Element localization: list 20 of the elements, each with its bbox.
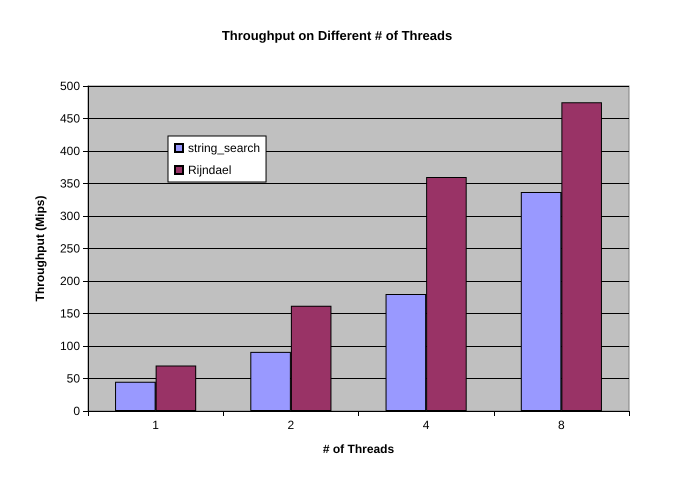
- y-tick-label: 400: [60, 144, 80, 158]
- y-tick-label: 300: [60, 209, 80, 223]
- legend-label: string_search: [188, 141, 260, 155]
- y-tick-label: 500: [60, 79, 80, 93]
- y-tick-label: 450: [60, 112, 80, 126]
- y-tick-label: 50: [66, 372, 80, 386]
- x-tick-label: 4: [422, 418, 430, 432]
- y-tick-label: 150: [60, 306, 80, 320]
- chart-title: Throughput on Different # of Threads: [222, 28, 452, 43]
- x-tick-label: 8: [558, 418, 566, 432]
- x-axis-title: # of Threads: [322, 442, 394, 456]
- y-tick-label: 200: [60, 274, 80, 288]
- x-tick-label: 1: [152, 418, 160, 432]
- y-tick-label: 0: [73, 404, 80, 418]
- legend-label: Rijndael: [188, 163, 232, 177]
- y-tick-label: 100: [60, 339, 80, 353]
- y-tick-label: 250: [60, 242, 80, 256]
- y-tick-label: 350: [60, 176, 80, 190]
- x-tick-label: 2: [288, 418, 295, 432]
- y-axis-title: Throughput (Mips): [33, 196, 47, 302]
